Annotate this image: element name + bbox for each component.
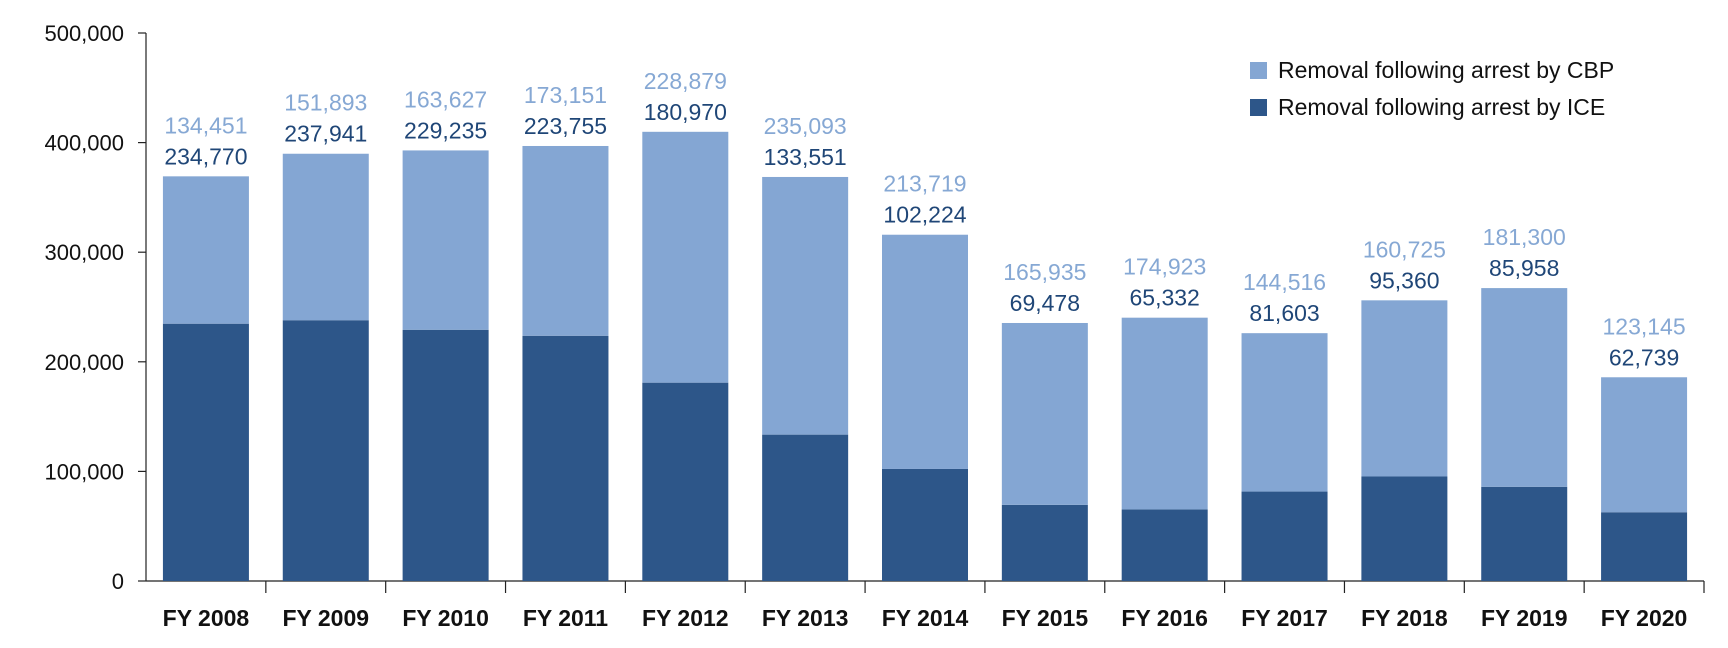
y-tick-label: 100,000 [44, 459, 124, 484]
legend-swatch-cbp [1250, 62, 1267, 79]
x-tick-label: FY 2016 [1121, 605, 1208, 631]
bar-ice-fy-2009 [282, 320, 369, 581]
x-tick-label: FY 2008 [163, 605, 250, 631]
x-tick-label: FY 2018 [1361, 605, 1448, 631]
y-tick-label: 500,000 [44, 21, 124, 46]
bar-cbp-fy-2018 [1361, 300, 1448, 477]
data-label-cbp: 235,093 [764, 113, 847, 139]
bar-cbp-fy-2013 [762, 176, 849, 435]
bar-ice-fy-2013 [762, 434, 849, 581]
data-label-cbp: 144,516 [1243, 269, 1326, 295]
data-label-cbp: 165,935 [1003, 259, 1086, 285]
x-tick-label: FY 2009 [283, 605, 370, 631]
bar-cbp-fy-2009 [282, 153, 369, 321]
x-tick-label: FY 2014 [882, 605, 969, 631]
bar-cbp-fy-2016 [1121, 317, 1208, 510]
bar-ice-fy-2014 [882, 468, 968, 581]
legend-label-ice: Removal following arrest by ICE [1278, 94, 1605, 120]
bar-cbp-fy-2011 [522, 145, 609, 336]
bar-cbp-fy-2008 [162, 176, 249, 324]
data-label-ice: 81,603 [1249, 300, 1319, 326]
bar-ice-fy-2011 [522, 335, 609, 581]
data-label-ice: 180,970 [644, 99, 727, 125]
data-label-ice: 223,755 [524, 113, 607, 139]
legend: Removal following arrest by CBP Removal f… [1250, 57, 1614, 120]
bar-cbp-fy-2019 [1481, 288, 1568, 487]
bar-ice-fy-2018 [1361, 476, 1448, 581]
bars [162, 131, 1688, 581]
x-tick-label: FY 2012 [642, 605, 729, 631]
x-tick-label: FY 2019 [1481, 605, 1568, 631]
data-label-ice: 65,332 [1130, 285, 1200, 311]
legend-label-cbp: Removal following arrest by CBP [1278, 57, 1614, 83]
bar-ice-fy-2012 [642, 382, 729, 581]
x-tick-label: FY 2017 [1241, 605, 1328, 631]
x-tick-label: FY 2015 [1002, 605, 1089, 631]
data-label-ice: 133,551 [764, 144, 847, 170]
data-label-ice: 229,235 [404, 117, 487, 143]
data-label-ice: 234,770 [164, 143, 247, 169]
data-label-cbp: 160,725 [1363, 236, 1446, 262]
data-label-ice: 237,941 [284, 121, 367, 147]
bar-ice-fy-2017 [1241, 491, 1328, 581]
bar-ice-fy-2016 [1121, 509, 1208, 581]
bar-cbp-fy-2014 [882, 234, 968, 469]
data-label-ice: 69,478 [1010, 290, 1080, 316]
data-label-cbp: 123,145 [1603, 313, 1686, 339]
data-label-cbp: 163,627 [404, 86, 487, 112]
x-tick-label: FY 2013 [762, 605, 849, 631]
x-tick-label: FY 2011 [523, 605, 608, 631]
bar-cbp-fy-2010 [402, 150, 489, 330]
bar-ice-fy-2019 [1481, 486, 1568, 581]
bar-cbp-fy-2012 [642, 131, 729, 383]
data-label-ice: 62,739 [1609, 344, 1679, 370]
y-tick-label: 0 [112, 569, 124, 594]
data-label-cbp: 228,879 [644, 68, 727, 94]
data-label-ice: 102,224 [883, 202, 966, 228]
data-label-cbp: 213,719 [883, 171, 966, 197]
data-label-cbp: 173,151 [524, 82, 607, 108]
data-label-cbp: 174,923 [1123, 254, 1206, 280]
data-label-cbp: 134,451 [164, 112, 247, 138]
value-labels: 234,770 134,451 FY 2008 237,941 151,893 FY 20… [163, 68, 1688, 631]
bar-cbp-fy-2017 [1241, 333, 1328, 492]
bar-ice-fy-2010 [402, 329, 489, 581]
y-tick-label: 300,000 [44, 240, 124, 265]
bar-ice-fy-2020 [1601, 512, 1688, 581]
bar-cbp-fy-2020 [1601, 377, 1688, 513]
bar-ice-fy-2008 [162, 323, 249, 581]
x-tick-label: FY 2010 [402, 605, 489, 631]
data-label-cbp: 181,300 [1483, 224, 1566, 250]
bar-cbp-fy-2015 [1001, 322, 1088, 505]
legend-swatch-ice [1250, 99, 1267, 116]
data-label-ice: 95,360 [1369, 267, 1439, 293]
y-tick-label: 200,000 [44, 350, 124, 375]
data-label-cbp: 151,893 [284, 90, 367, 116]
x-tick-label: FY 2020 [1601, 605, 1688, 631]
data-label-ice: 85,958 [1489, 255, 1559, 281]
bar-ice-fy-2015 [1001, 504, 1088, 581]
y-tick-label: 400,000 [44, 131, 124, 156]
